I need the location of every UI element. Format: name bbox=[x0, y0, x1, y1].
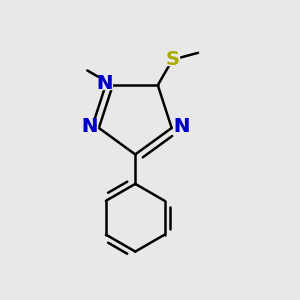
Bar bbox=[82, 121, 97, 132]
Text: N: N bbox=[173, 117, 189, 136]
Text: N: N bbox=[81, 117, 98, 136]
Text: N: N bbox=[81, 117, 98, 136]
Bar bbox=[174, 121, 188, 132]
Text: N: N bbox=[173, 117, 189, 136]
Bar bbox=[166, 54, 179, 65]
Bar bbox=[97, 78, 112, 89]
Text: N: N bbox=[96, 74, 113, 93]
Text: N: N bbox=[96, 74, 113, 93]
Text: S: S bbox=[166, 50, 179, 69]
